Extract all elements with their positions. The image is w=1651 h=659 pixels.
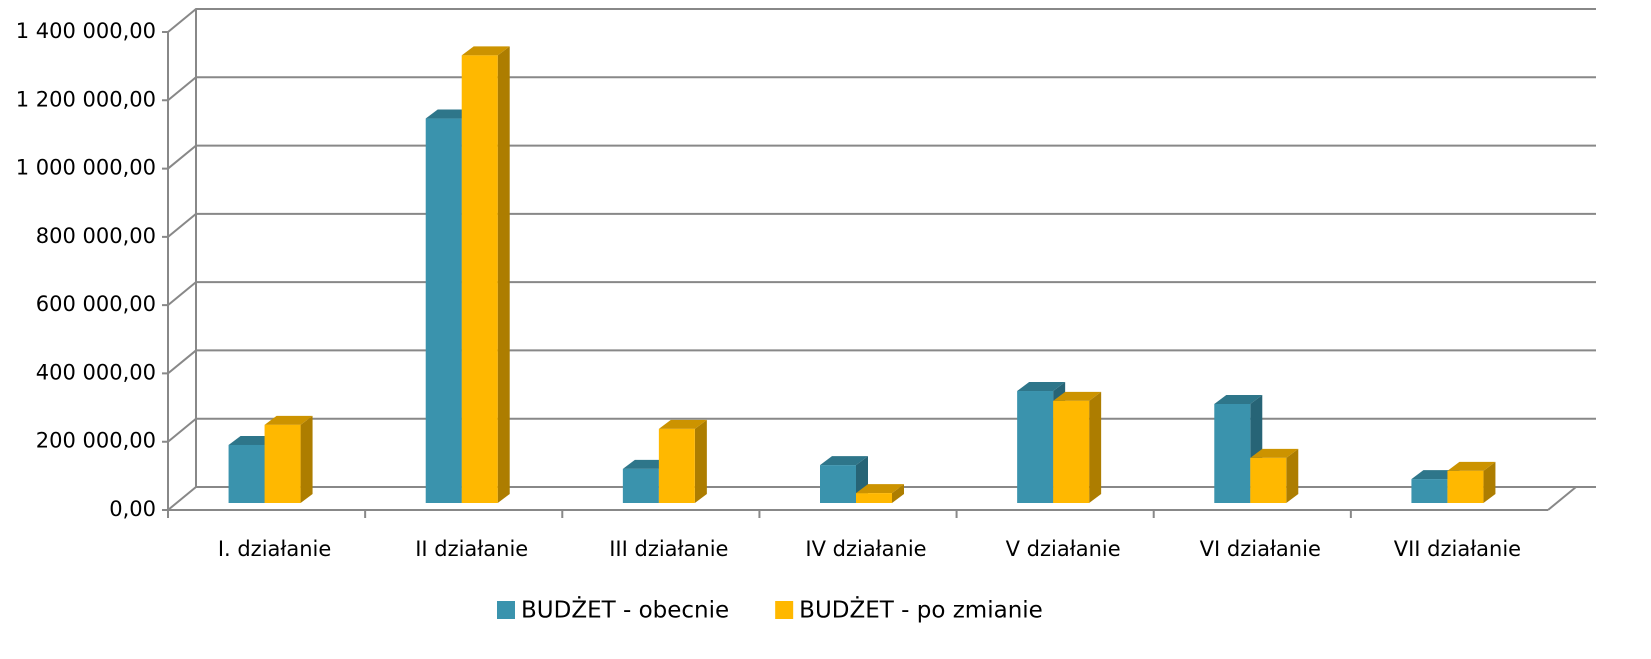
x-tick-label: VI działanie xyxy=(1200,537,1321,561)
grid-line xyxy=(162,212,1596,238)
x-tick-label: IV działanie xyxy=(805,537,926,561)
bar xyxy=(264,424,301,503)
bar-side xyxy=(300,415,313,503)
bar-top xyxy=(264,415,313,425)
grid-line xyxy=(162,144,1596,170)
legend-swatch xyxy=(775,601,794,619)
bar-top xyxy=(856,484,904,494)
x-tick-label: I. działanie xyxy=(218,537,332,561)
grid-line xyxy=(162,417,1596,443)
bar-top xyxy=(820,456,868,466)
y-tick-label: 800 000,00 xyxy=(36,224,156,248)
bar-side xyxy=(694,419,707,503)
legend-swatch xyxy=(497,601,515,619)
bar-top xyxy=(1250,448,1299,458)
bar xyxy=(461,55,498,503)
bar-side xyxy=(1089,391,1102,503)
bar xyxy=(1411,479,1448,503)
bar-side xyxy=(1483,461,1496,503)
bar xyxy=(1214,403,1251,503)
floor-edge xyxy=(1547,486,1577,511)
bar-side xyxy=(497,46,510,503)
y-tick-label: 0,00 xyxy=(109,497,156,521)
legend-label: BUDŻET - po zmianie xyxy=(799,596,1043,624)
bar-top xyxy=(461,46,510,56)
bar-top xyxy=(1017,382,1066,392)
bar-top xyxy=(1214,394,1263,404)
bar-side xyxy=(1286,448,1299,503)
bar xyxy=(1053,400,1090,503)
bar xyxy=(856,493,892,503)
x-tick-label: VII działanie xyxy=(1394,537,1521,561)
bar xyxy=(1017,391,1054,503)
grid-line xyxy=(162,281,1596,307)
y-tick-label: 200 000,00 xyxy=(36,429,156,453)
bar xyxy=(228,444,265,503)
y-tick-label: 600 000,00 xyxy=(36,292,156,316)
bar-side xyxy=(892,484,904,503)
bar-top xyxy=(658,419,707,429)
bar xyxy=(1250,457,1287,503)
grid-line xyxy=(162,76,1596,102)
bar xyxy=(425,118,462,504)
x-tick-label: II działanie xyxy=(415,537,528,561)
x-tick-label: V działanie xyxy=(1006,537,1121,561)
x-tick-label: III działanie xyxy=(609,537,728,561)
y-tick-label: 400 000,00 xyxy=(36,360,156,384)
legend-label: BUDŻET - obecnie xyxy=(521,596,729,624)
bar xyxy=(820,465,856,503)
grid-line xyxy=(162,349,1596,375)
grid-line xyxy=(162,8,1596,33)
y-tick-label: 1 200 000,00 xyxy=(16,87,156,111)
bar-top xyxy=(1447,461,1496,471)
bar-top xyxy=(1053,391,1102,401)
y-tick-label: 1 000 000,00 xyxy=(16,156,156,180)
y-tick-label: 1 400 000,00 xyxy=(16,19,156,43)
bar xyxy=(1447,470,1484,503)
bar xyxy=(658,428,695,503)
bar xyxy=(622,468,659,503)
